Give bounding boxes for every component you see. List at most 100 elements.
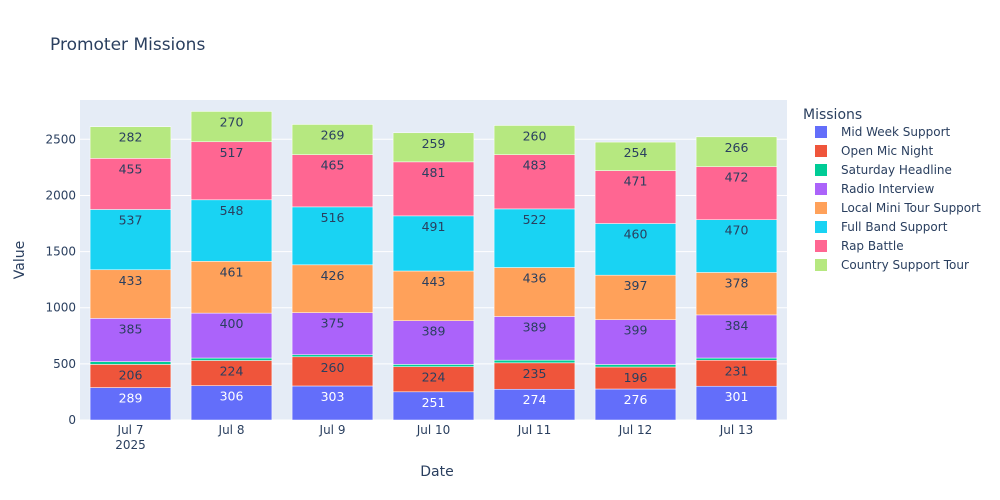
x-tick-label: Jul 11 (517, 423, 552, 437)
bar-value-label: 399 (624, 323, 648, 338)
y-tick-label: 2500 (45, 132, 76, 146)
bar-segment (493, 316, 576, 361)
bar-value-label: 206 (119, 367, 143, 382)
x-tick-label: Jul 13 (719, 423, 754, 437)
bar-segment (392, 132, 475, 163)
y-tick-label: 500 (53, 357, 76, 371)
bar-value-label: 465 (321, 158, 345, 173)
bar-segment (291, 206, 374, 266)
bar-segment (392, 320, 475, 365)
bar-segment (594, 364, 677, 368)
bar-segment (493, 154, 576, 210)
bar-value-label: 471 (624, 174, 648, 189)
bar-segment (190, 312, 273, 359)
bar-segment (190, 111, 273, 143)
bar-segment (695, 357, 778, 361)
y-axis-ticks: 0 500 1000 1500 2000 2500 (45, 132, 76, 427)
y-axis-title: Value (12, 241, 28, 279)
bar-segment (392, 366, 475, 393)
bar-segment (392, 364, 475, 367)
legend-swatch (815, 126, 827, 138)
legend-swatch (815, 183, 827, 195)
bar-value-label: 491 (422, 219, 446, 234)
legend-label: Country Support Tour (841, 258, 969, 272)
bar-segment (493, 362, 576, 390)
y-tick-label: 1500 (45, 245, 76, 259)
legend-label: Radio Interview (841, 182, 935, 196)
bar-value-label: 481 (422, 165, 446, 180)
x-tick-label: Jul 10 (416, 423, 451, 437)
x-axis-title: Date (420, 464, 453, 480)
bar-segment (493, 208, 576, 268)
bar-value-label: 274 (523, 392, 547, 407)
bar-segment (89, 269, 172, 319)
bar-value-label: 231 (725, 363, 749, 378)
y-tick-label: 1000 (45, 301, 76, 315)
bar-value-label: 397 (624, 278, 648, 293)
bar-value-label: 483 (523, 158, 547, 173)
bar-segment (493, 267, 576, 317)
bar-value-label: 470 (725, 223, 749, 238)
legend-label: Local Mini Tour Support (841, 201, 981, 215)
bar-value-label: 224 (422, 370, 446, 385)
bar-value-label: 400 (220, 316, 244, 331)
bar-segment (89, 361, 172, 365)
bar-value-label: 270 (220, 114, 244, 129)
bar-labels-layer: 289 306 303 251 274 276 301 206 224 260 224 235 196 2… (119, 114, 749, 409)
bar-segment (392, 270, 475, 321)
bar-segment (594, 170, 677, 224)
bar-segment (190, 357, 273, 361)
bar-value-label: 385 (119, 321, 143, 336)
legend-swatch (815, 240, 827, 252)
bar-segment (89, 126, 172, 159)
bar-value-label: 259 (422, 136, 446, 151)
bar-segment (190, 261, 273, 314)
bar-segment (594, 274, 677, 320)
bar-value-label: 389 (523, 319, 547, 334)
bar-value-label: 389 (422, 324, 446, 339)
bar-value-label: 196 (624, 370, 648, 385)
legend-swatch (815, 202, 827, 214)
bar-value-label: 472 (725, 170, 749, 185)
bar-segment (594, 388, 677, 421)
x-tick-sublabel: 2025 (115, 438, 146, 452)
bar-segment (89, 158, 172, 210)
bar-segment (695, 272, 778, 316)
bar-value-label: 260 (321, 360, 345, 375)
legend-swatch (815, 145, 827, 157)
bar-value-label: 276 (624, 392, 648, 407)
bar-segment (594, 223, 677, 276)
x-tick-label: Jul 7 (117, 423, 144, 437)
bar-value-label: 251 (422, 395, 446, 410)
x-tick-label: Jul 9 (319, 423, 346, 437)
bar-value-label: 269 (321, 127, 345, 142)
bar-value-label: 433 (119, 273, 143, 288)
legend-label: Full Band Support (841, 220, 948, 234)
bars-layer (89, 111, 778, 421)
bar-segment (493, 125, 576, 155)
bar-segment (190, 360, 273, 386)
bar-value-label: 461 (220, 264, 244, 279)
bar-segment (89, 318, 172, 362)
bar-segment (392, 215, 475, 272)
x-tick-label: Jul 12 (618, 423, 653, 437)
y-tick-label: 0 (68, 413, 76, 427)
bar-segment (291, 124, 374, 155)
bar-value-label: 426 (321, 268, 345, 283)
bar-segment (291, 312, 374, 356)
bar-segment (594, 141, 677, 171)
bar-segment (392, 391, 475, 421)
bar-segment (594, 319, 677, 365)
bar-segment (291, 385, 374, 421)
legend-label: Rap Battle (841, 239, 904, 253)
bar-value-label: 517 (220, 145, 244, 160)
bar-value-label: 548 (220, 203, 244, 218)
bar-value-label: 266 (725, 140, 749, 155)
bar-value-label: 235 (523, 366, 547, 381)
legend-swatch (815, 259, 827, 271)
y-tick-label: 2000 (45, 188, 76, 202)
bar-segment (493, 359, 576, 364)
bar-segment (493, 388, 576, 421)
